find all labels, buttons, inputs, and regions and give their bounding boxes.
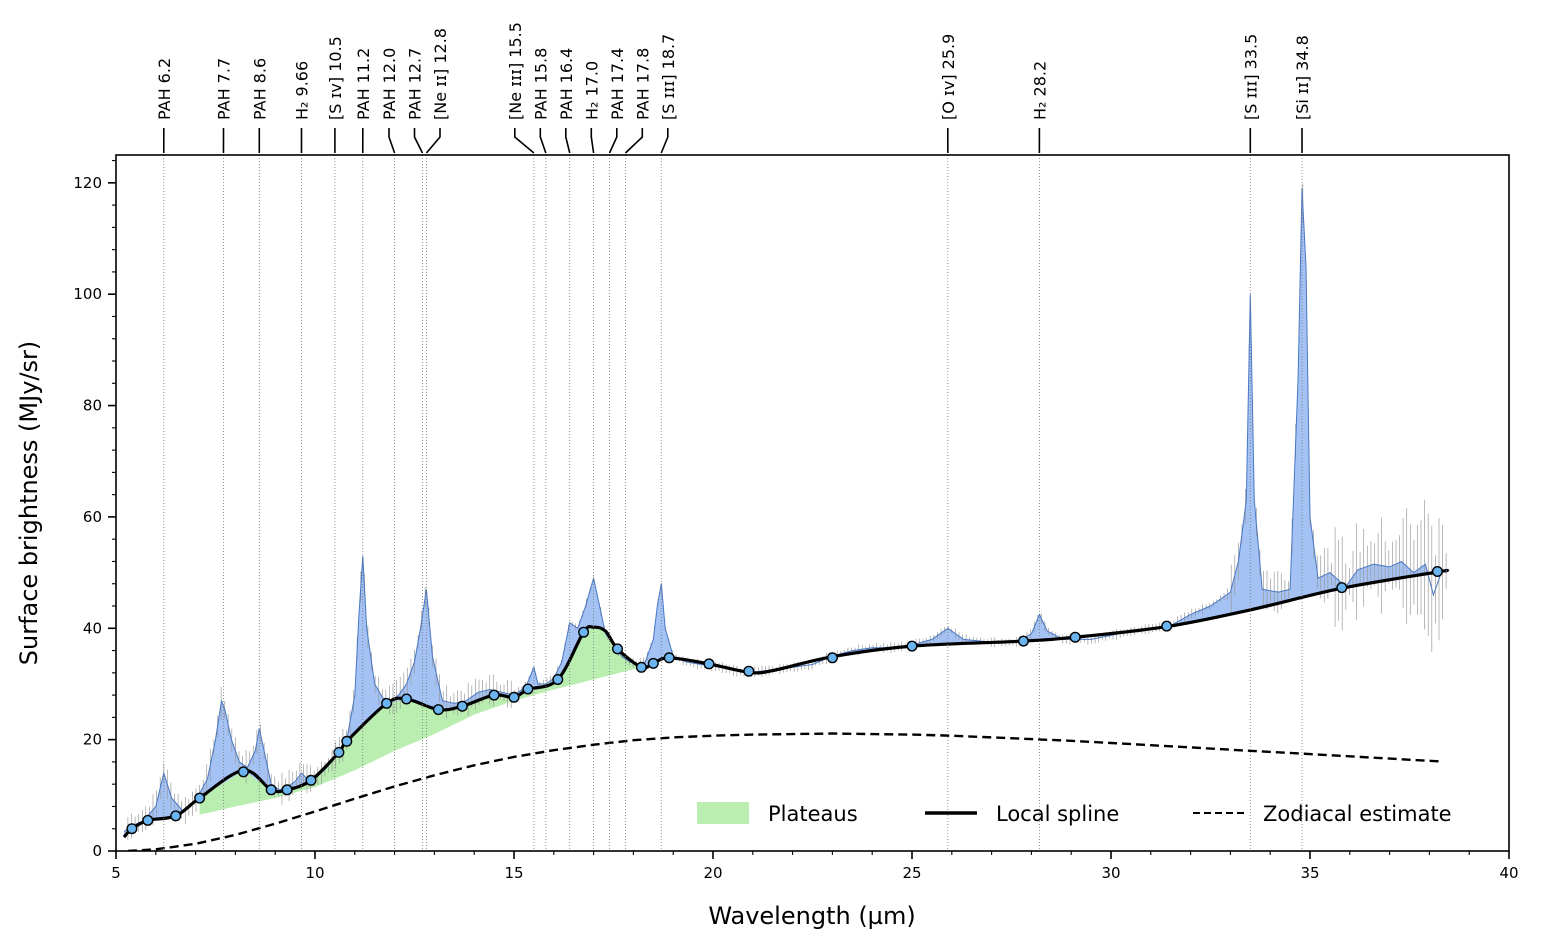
x-tick-label: 20 (703, 864, 722, 882)
line-label-tick (660, 128, 669, 154)
line-label: PAH 12.7 (406, 48, 425, 120)
anchor-point (401, 693, 413, 705)
line-label-tick (590, 128, 595, 154)
y-tick-label: 20 (83, 731, 102, 749)
anchor-point (743, 665, 755, 677)
anchor-point (488, 689, 500, 701)
line-label-tick (413, 128, 424, 154)
x-tick-label: 40 (1499, 864, 1518, 882)
zodiacal-estimate-line (127, 732, 1442, 851)
x-tick-label: 10 (305, 864, 324, 882)
line-label: H₂ 17.0 (582, 61, 601, 120)
anchor-point (1017, 635, 1029, 647)
line-label-tick (565, 128, 571, 154)
line-label: [S ɪᴠ] 10.5 (326, 36, 345, 120)
anchor-point (381, 697, 393, 709)
x-tick-label: 35 (1300, 864, 1319, 882)
anchor-point (552, 674, 564, 686)
y-tick-label: 80 (83, 397, 102, 415)
anchor-point (194, 792, 206, 804)
line-label: PAH 8.6 (250, 58, 269, 120)
y-tick-label: 60 (83, 508, 102, 526)
anchor-point (1336, 582, 1348, 594)
line-label: [Ne ɪɪɪ] 15.5 (506, 22, 525, 120)
plateaus-area (199, 627, 638, 815)
line-label-layer: PAH 6.2 PAH 7.7 PAH 8.6 H₂ 9.66 [S ɪᴠ] 10.5 P… (155, 22, 1312, 851)
y-tick-label: 100 (73, 285, 102, 303)
line-label-tick (514, 128, 535, 154)
x-tick-label: 25 (902, 864, 921, 882)
line-label: [Ne ɪɪ] 12.8 (431, 28, 450, 120)
anchor-point (333, 746, 345, 758)
anchor-point (142, 814, 154, 826)
y-tick-label: 40 (83, 619, 102, 637)
y-tick-label: 0 (92, 842, 102, 860)
anchor-point-layer (126, 566, 1443, 835)
legend-label-zodiacal: Zodiacal estimate (1263, 802, 1452, 826)
anchor-point (635, 661, 647, 673)
line-label: PAH 17.8 (633, 48, 652, 120)
anchor-point (341, 735, 353, 747)
line-label: [O ɪᴠ] 25.9 (939, 34, 958, 120)
y-tick-label: 120 (73, 174, 102, 192)
axes-layer: 5 10 15 20 25 30 35 40 0 20 40 60 80 100 120 (73, 160, 1519, 882)
line-label: PAH 6.2 (155, 58, 174, 120)
anchor-point (237, 766, 249, 778)
anchor-point (826, 652, 838, 664)
line-label: PAH 15.8 (531, 48, 550, 120)
line-label: [S ɪɪɪ] 18.7 (659, 34, 678, 120)
anchor-point (906, 640, 918, 652)
line-label: PAH 17.4 (608, 48, 627, 120)
anchor-point (265, 784, 277, 796)
line-label: H₂ 9.66 (293, 61, 312, 120)
fill-layer (124, 188, 1450, 838)
anchor-point (1431, 566, 1443, 578)
observed-excess-area (124, 188, 1450, 838)
line-label: PAH 7.7 (215, 58, 234, 120)
anchor-point (578, 626, 590, 638)
legend: Plateaus Local spline Zodiacal estimate (697, 802, 1452, 826)
legend-label-local-spline: Local spline (996, 802, 1119, 826)
line-label-tick (388, 128, 396, 154)
anchor-point (126, 823, 138, 835)
x-tick-label: 5 (111, 864, 121, 882)
anchor-point (703, 658, 715, 670)
anchor-point (612, 643, 624, 655)
x-axis-title: Wavelength (µm) (708, 902, 915, 930)
anchor-point (522, 683, 534, 695)
anchor-point (1069, 631, 1081, 643)
plot-frame (115, 154, 1510, 852)
line-label: [S ɪɪɪ] 33.5 (1241, 34, 1260, 120)
line-label-tick (425, 128, 441, 154)
line-label: H₂ 28.2 (1030, 61, 1049, 120)
anchor-point (281, 784, 293, 796)
line-label-tick (539, 128, 547, 154)
line-label: [Si ɪɪ] 34.8 (1293, 35, 1312, 120)
x-tick-label: 15 (504, 864, 523, 882)
anchor-point (508, 691, 520, 703)
line-label: PAH 12.0 (380, 48, 399, 120)
legend-swatch-plateaus (697, 802, 749, 824)
anchor-point (305, 774, 317, 786)
line-label-tick (608, 128, 618, 154)
local-spline-line (122, 568, 1449, 839)
line-label: PAH 11.2 (354, 48, 373, 120)
anchor-point (663, 652, 675, 664)
line-label-tick (624, 128, 644, 154)
y-axis-title: Surface brightness (MJy/sr) (15, 341, 43, 665)
anchor-point (432, 704, 444, 716)
anchor-point (1161, 620, 1173, 632)
anchor-point (456, 700, 468, 712)
x-tick-label: 30 (1101, 864, 1120, 882)
anchor-point (647, 657, 659, 669)
anchor-point (170, 810, 182, 822)
legend-label-plateaus: Plateaus (768, 802, 858, 826)
line-label: PAH 16.4 (557, 48, 576, 120)
